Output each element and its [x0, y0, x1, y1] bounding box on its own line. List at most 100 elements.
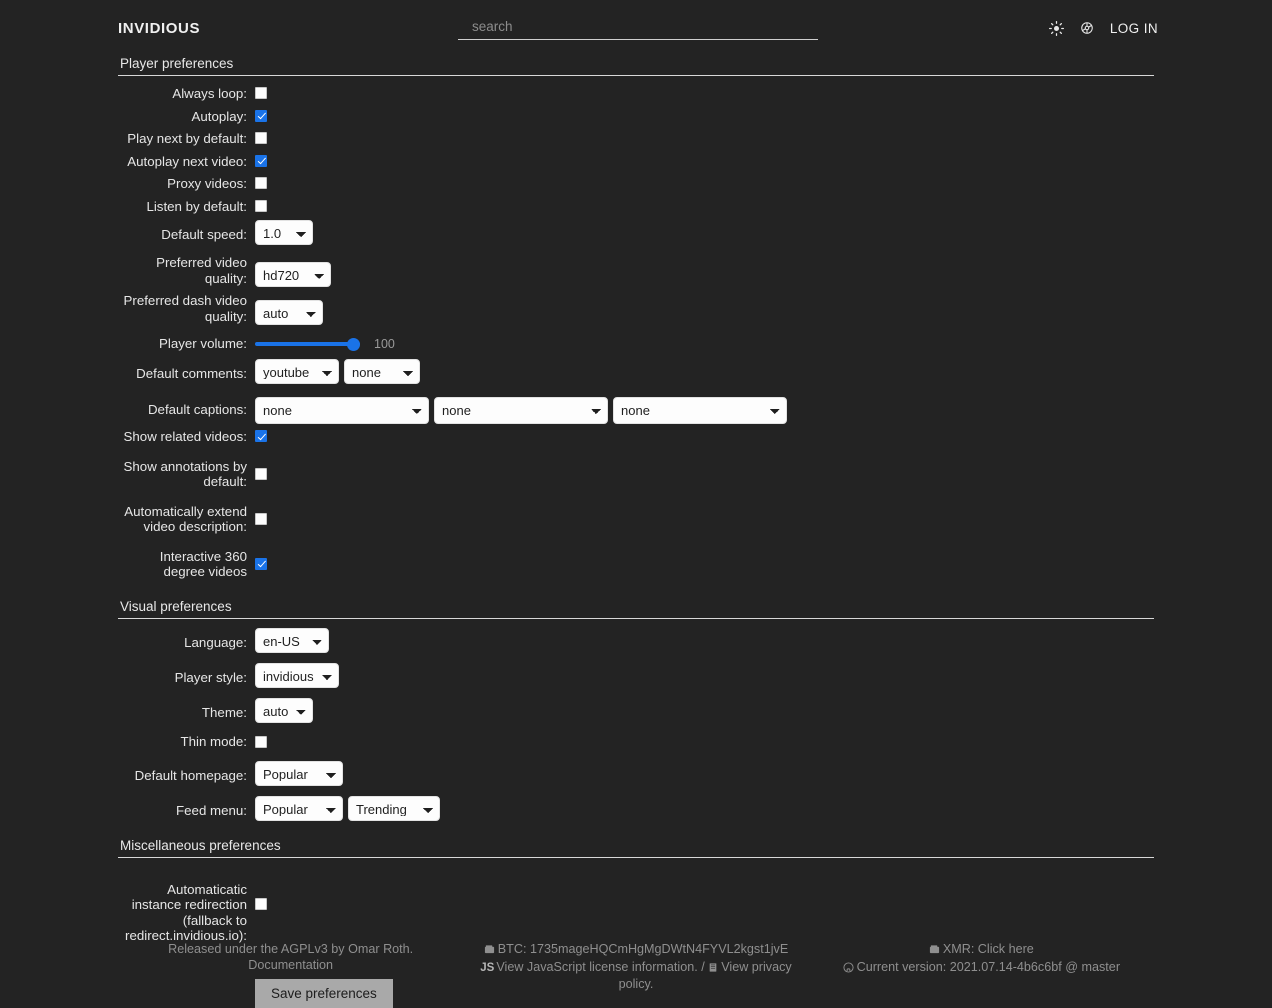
row-autoplay-next: Autoplay next video: [118, 153, 1154, 176]
checkbox-always-loop[interactable] [255, 87, 267, 99]
row-extend-description: Automatically extend video description: [118, 496, 1154, 541]
label-play-next: Play next by default: [127, 131, 247, 146]
checkbox-extend-description[interactable] [255, 512, 267, 525]
wallet-icon [484, 944, 495, 960]
checkbox-auto-redirect[interactable] [255, 897, 267, 910]
top-navbar: INVIDIOUS LOG IN [118, 10, 1158, 46]
select-default-comments-primary[interactable]: youtube [255, 359, 339, 384]
footer-license-text: Released under the AGPLv3 by Omar Roth. [168, 942, 414, 956]
select-feed-menu-1[interactable]: Popular [255, 795, 343, 821]
footer-xmr-link[interactable]: XMR: Click here [942, 942, 1034, 956]
select-preferred-quality[interactable]: hd720 [255, 262, 331, 287]
navbar-actions: LOG IN [818, 20, 1160, 36]
row-feed-menu: Feed menu: Popular Trending [118, 795, 1154, 825]
label-proxy-videos: Proxy videos: [167, 176, 247, 191]
label-always-loop: Always loop: [172, 86, 247, 101]
row-default-speed: Default speed: 1.0 [118, 220, 1154, 249]
select-default-speed[interactable]: 1.0 [255, 220, 313, 245]
search-container [458, 16, 818, 40]
select-default-comments-secondary[interactable]: none [344, 359, 420, 384]
footer-license-column: Released under the AGPLv3 by Omar Roth. … [118, 942, 463, 993]
footer-donate-column: BTC: 1735mageHQCmHgMgDWtN4FYVL2kgst1jvE … [463, 942, 808, 993]
row-thin-mode: Thin mode: [118, 733, 1154, 761]
row-play-next: Play next by default: [118, 130, 1154, 153]
page-footer: Released under the AGPLv3 by Omar Roth. … [118, 942, 1154, 993]
row-default-homepage: Default homepage: Popular [118, 760, 1154, 790]
checkbox-interactive-360[interactable] [255, 557, 267, 570]
footer-version-link[interactable]: Current version: 2021.07.14-4b6c6bf @ ma… [856, 959, 1121, 974]
checkbox-autoplay[interactable] [255, 109, 267, 122]
row-player-style: Player style: invidious [118, 662, 1154, 692]
label-feed-menu: Feed menu: [176, 802, 247, 818]
row-show-related: Show related videos: [118, 428, 1154, 451]
label-player-volume: Player volume: [159, 336, 247, 352]
slider-player-volume[interactable] [255, 337, 360, 351]
site-logo[interactable]: INVIDIOUS [118, 19, 201, 37]
select-default-homepage[interactable]: Popular [255, 760, 343, 786]
label-extend-description: Automatically extend video description: [124, 503, 247, 535]
section-title-misc: Miscellaneous preferences [118, 838, 1154, 858]
section-title-player: Player preferences [118, 56, 1154, 76]
label-auto-redirect: Automaticatic instance redirection (fall… [125, 881, 247, 944]
checkbox-listen-default[interactable] [255, 199, 267, 212]
row-autoplay: Autoplay: [118, 108, 1154, 131]
footer-version-line: Current version: 2021.07.14-4b6c6bf @ ma… [809, 960, 1154, 978]
label-interactive-360: Interactive 360 degree videos [159, 548, 247, 580]
row-proxy-videos: Proxy videos: [118, 175, 1154, 198]
github-icon [843, 961, 854, 978]
row-show-annotations: Show annotations by default: [118, 451, 1154, 496]
label-default-speed: Default speed: [161, 227, 247, 242]
gear-icon[interactable] [1080, 21, 1094, 35]
checkbox-proxy-videos[interactable] [255, 177, 267, 189]
label-language: Language: [184, 634, 247, 650]
label-listen-default: Listen by default: [146, 198, 247, 214]
checkbox-show-related[interactable] [255, 430, 267, 442]
label-preferred-dash-quality: Preferred dash video quality: [123, 293, 247, 324]
label-player-style: Player style: [174, 669, 247, 685]
label-thin-mode: Thin mode: [180, 733, 247, 749]
row-listen-default: Listen by default: [118, 198, 1154, 221]
checkbox-play-next[interactable] [255, 132, 267, 144]
label-show-annotations: Show annotations by default: [123, 458, 247, 490]
footer-documentation-link[interactable]: Documentation [248, 957, 334, 972]
search-input[interactable] [458, 16, 818, 40]
footer-version-column: XMR: Click here Current version: 2021.07… [809, 942, 1154, 993]
sun-icon[interactable] [1048, 20, 1064, 36]
label-autoplay: Autoplay: [191, 108, 247, 124]
footer-btc-line: BTC: 1735mageHQCmHgMgDWtN4FYVL2kgst1jvE [463, 942, 808, 960]
select-theme[interactable]: auto [255, 697, 313, 723]
footer-js-license-link[interactable]: View JavaScript license information. [496, 959, 698, 974]
label-preferred-quality: Preferred video quality: [156, 255, 247, 286]
checkbox-show-annotations[interactable] [255, 467, 267, 480]
player-volume-value: 100 [374, 337, 395, 351]
save-button-container: Save preferences [118, 978, 1154, 1008]
select-preferred-dash-quality[interactable]: auto [255, 300, 323, 325]
row-language: Language: en-US [118, 627, 1154, 657]
log-in-link[interactable]: LOG IN [1109, 20, 1158, 36]
save-preferences-button[interactable]: Save preferences [255, 978, 393, 1008]
row-preferred-quality: Preferred video quality: hd720 [118, 255, 1154, 287]
row-default-comments: Default comments: youtube none [118, 359, 1154, 388]
checkbox-thin-mode[interactable] [255, 735, 267, 748]
row-default-captions: Default captions: none none none [118, 394, 1154, 428]
label-autoplay-next: Autoplay next video: [127, 153, 247, 169]
footer-btc-link[interactable]: BTC: 1735mageHQCmHgMgDWtN4FYVL2kgst1jvE [497, 942, 789, 956]
select-language[interactable]: en-US [255, 627, 329, 653]
footer-privacy-policy-link[interactable]: View privacy policy. [618, 959, 792, 992]
label-theme: Theme: [201, 704, 247, 720]
select-player-style[interactable]: invidious [255, 662, 339, 688]
select-default-captions-1[interactable]: none [255, 397, 429, 424]
footer-xmr-line: XMR: Click here [809, 942, 1154, 960]
select-feed-menu-2[interactable]: Trending [348, 795, 440, 821]
document-icon [708, 962, 718, 978]
checkbox-autoplay-next[interactable] [255, 154, 267, 167]
select-default-captions-3[interactable]: none [613, 397, 787, 424]
footer-separator: / [701, 959, 705, 974]
row-preferred-dash-quality: Preferred dash video quality: auto [118, 293, 1154, 325]
label-default-captions: Default captions: [147, 402, 247, 417]
wallet-icon [929, 944, 940, 960]
select-default-captions-2[interactable]: none [434, 397, 608, 424]
footer-js-line: JS View JavaScript license information. /… [463, 960, 808, 993]
row-interactive-360: Interactive 360 degree videos [118, 541, 1154, 586]
